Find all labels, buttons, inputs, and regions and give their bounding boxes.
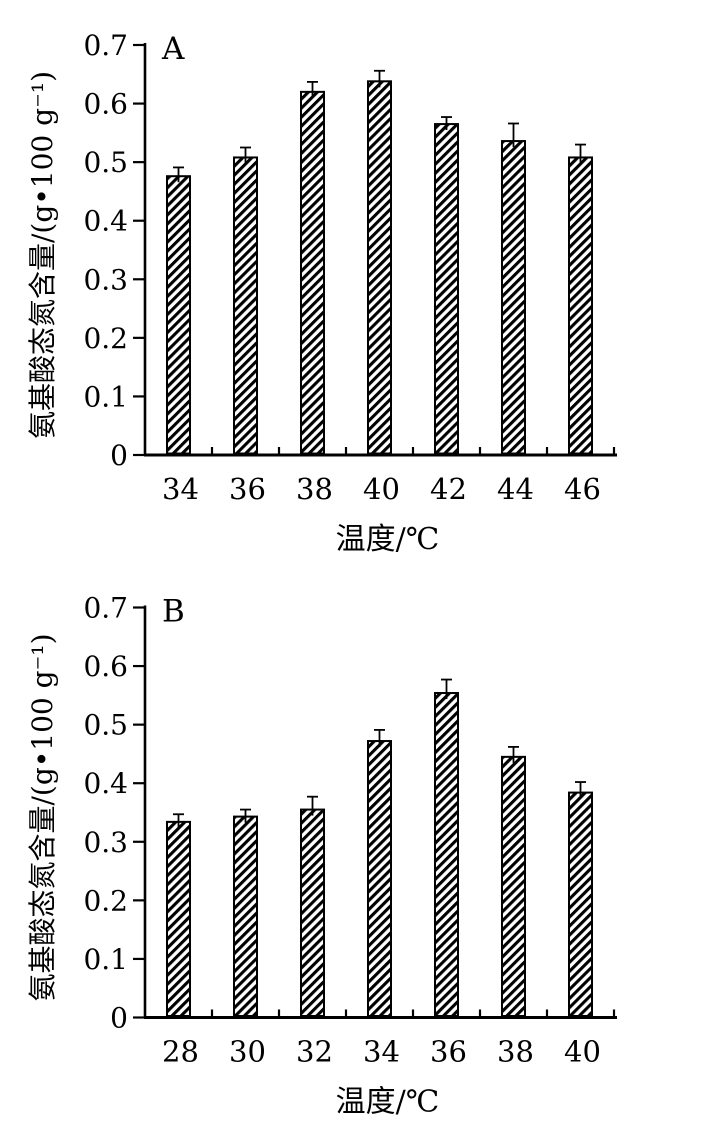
- panel-label: A: [161, 31, 185, 67]
- y-tick-label: 0: [110, 1002, 128, 1035]
- x-tick-label: 30: [229, 1035, 266, 1069]
- bar: [300, 90, 325, 455]
- y-tick-label: 0: [110, 439, 128, 472]
- y-tick-label: 0.1: [83, 943, 128, 976]
- x-tick-label: 34: [162, 472, 199, 506]
- x-tick-label: 40: [363, 472, 400, 506]
- bar: [568, 791, 593, 1017]
- y-tick-label: 0.7: [83, 29, 128, 62]
- bar: [434, 692, 459, 1017]
- bar: [233, 156, 258, 455]
- y-tick-label: 0.4: [83, 767, 128, 800]
- chart-panel-a: 0 0.1 0.2 0.3 0.4 0.5 0.6 0.7 34 36 38 40 42 44 46 A 温度/…: [26, 29, 617, 557]
- bar: [300, 808, 325, 1017]
- bar: [367, 740, 392, 1017]
- y-axis-title: 氨基酸态氮含量/(g•100 g⁻¹): [26, 71, 59, 439]
- y-tick-label: 0.3: [83, 826, 128, 859]
- y-tick-label: 0.1: [83, 380, 128, 413]
- x-tick-label: 28: [162, 1035, 199, 1069]
- y-tick-label: 0.2: [83, 322, 128, 355]
- bar: [166, 820, 191, 1017]
- x-tick-label: 38: [497, 1035, 534, 1069]
- y-tick-label: 0.4: [83, 205, 128, 238]
- bar: [501, 140, 526, 455]
- y-tick-label: 0.5: [83, 709, 128, 742]
- x-tick-label: 46: [564, 472, 601, 506]
- y-tick-label: 0.7: [83, 592, 128, 625]
- y-tick-label: 0.3: [83, 263, 128, 296]
- x-tick-label: 36: [229, 472, 266, 506]
- x-axis-title: 温度/℃: [336, 522, 440, 557]
- bar: [568, 156, 593, 455]
- bar: [166, 175, 191, 455]
- y-tick-label: 0.6: [83, 88, 128, 121]
- y-axis-title: 氨基酸态氮含量/(g•100 g⁻¹): [26, 634, 59, 1002]
- y-tick-label: 0.5: [83, 146, 128, 179]
- y-tick-label: 0.2: [83, 884, 128, 917]
- bar: [367, 80, 392, 455]
- x-tick-label: 34: [363, 1035, 400, 1069]
- chart-panel-b: 0 0.1 0.2 0.3 0.4 0.5 0.6 0.7 28 30 32 34 36 38 40 B 温度/…: [26, 592, 617, 1120]
- bar: [501, 755, 526, 1017]
- bar: [434, 123, 459, 455]
- x-tick-label: 38: [296, 472, 333, 506]
- x-tick-label: 40: [564, 1035, 601, 1069]
- y-tick-label: 0.6: [83, 650, 128, 683]
- x-tick-label: 42: [430, 472, 467, 506]
- x-axis-title: 温度/℃: [336, 1085, 440, 1120]
- x-tick-label: 32: [296, 1035, 333, 1069]
- panel-label: B: [162, 594, 185, 630]
- x-tick-label: 36: [430, 1035, 467, 1069]
- x-tick-label: 44: [497, 472, 534, 506]
- bar: [233, 815, 258, 1017]
